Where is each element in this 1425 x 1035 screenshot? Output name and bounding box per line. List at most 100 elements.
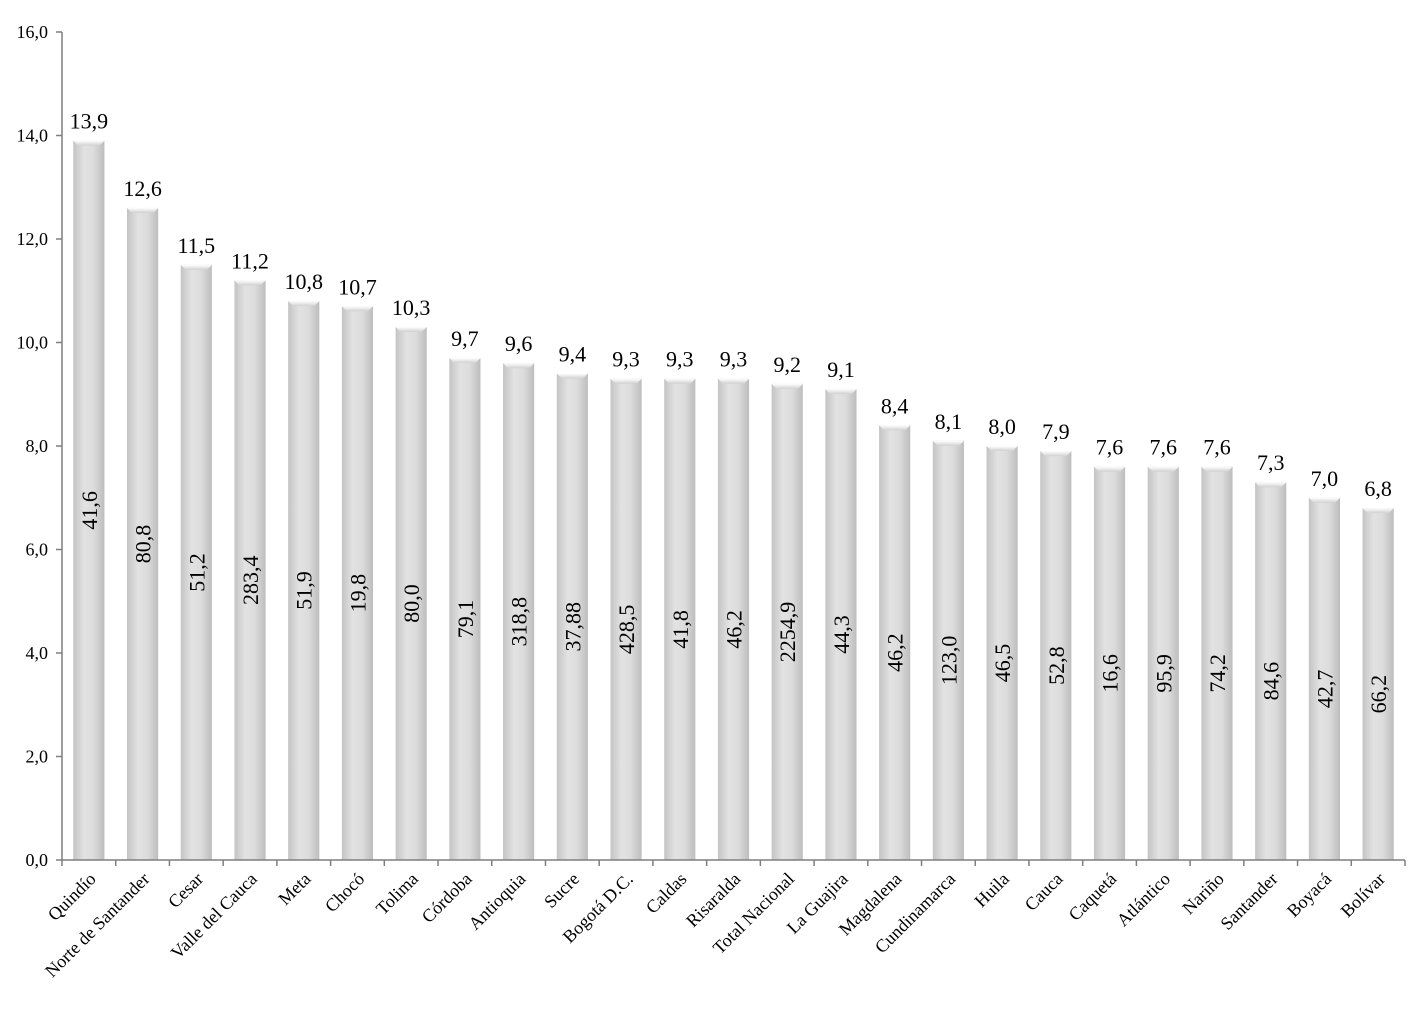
bar-value-label: 10,3 (392, 295, 431, 320)
bar-top (717, 378, 750, 384)
bar-inner-label: 51,2 (184, 553, 209, 592)
bar-top (73, 140, 105, 146)
bar (986, 446, 1018, 860)
bar-top (986, 446, 1018, 451)
bar (1362, 508, 1394, 860)
bar-top (180, 264, 212, 270)
bar-value-label: 11,2 (231, 248, 269, 273)
bar-inner-label: 41,8 (668, 610, 693, 649)
bar-top (449, 358, 481, 364)
x-category-label: Cauca (1021, 869, 1067, 915)
bar (664, 378, 696, 860)
bar-inner-label: 52,8 (1044, 646, 1069, 685)
bar (1093, 466, 1126, 860)
bar-value-label: 8,0 (988, 414, 1016, 439)
x-category-label: Tolima (372, 869, 422, 919)
bar (1147, 466, 1179, 860)
y-tick-label: 4,0 (26, 643, 49, 663)
bar-inner-label: 46,5 (990, 644, 1015, 683)
bar-value-label: 9,3 (720, 347, 748, 372)
y-tick-label: 0,0 (26, 850, 49, 870)
bar-inner-label: 16,6 (1098, 654, 1123, 693)
x-category-label: Cesar (164, 869, 207, 912)
bar-top (1147, 466, 1179, 472)
x-category-label: Bolívar (1337, 869, 1389, 921)
bar-value-label: 12,6 (123, 176, 162, 201)
bar (610, 378, 642, 860)
bar-inner-label: 318,8 (507, 597, 532, 647)
x-category-label: Huila (971, 869, 1013, 911)
bars-group: 13,9 41,6 12,6 80,8 11,5 51,2 11,2 283,4 10,8 51,… (70, 109, 1394, 861)
bar-top (288, 301, 320, 307)
y-tick-label: 12,0 (17, 229, 49, 249)
bar-value-label: 7,6 (1203, 435, 1231, 460)
bar-top (234, 280, 266, 286)
y-tick-label: 14,0 (17, 126, 49, 146)
bar-top (1040, 451, 1072, 457)
bar-top (341, 306, 374, 312)
bar-value-label: 7,6 (1096, 435, 1124, 460)
bar (717, 378, 750, 860)
bar-inner-label: 46,2 (722, 610, 747, 649)
bar-inner-label: 19,8 (345, 574, 370, 613)
bar-value-label: 9,4 (559, 342, 587, 367)
bar-value-label: 9,3 (666, 347, 694, 372)
bar-top (1093, 466, 1126, 472)
bar-top (879, 425, 911, 431)
bar-inner-label: 66,2 (1366, 675, 1391, 714)
bar (556, 373, 588, 860)
bar (341, 306, 374, 860)
x-category-label: Boyacá (1283, 869, 1335, 921)
bar-value-label: 9,1 (827, 357, 855, 382)
bar-top (127, 207, 159, 213)
bar-inner-label: 123,0 (936, 636, 961, 686)
bar (395, 326, 427, 861)
bar-value-label: 6,8 (1364, 476, 1392, 501)
y-tick-label: 6,0 (26, 540, 49, 560)
bar-value-label: 9,2 (773, 352, 801, 377)
bar-inner-label: 2254,9 (775, 602, 800, 663)
x-category-label: Norte de Santander (41, 869, 153, 981)
bar-inner-label: 80,8 (131, 525, 156, 564)
bar-top (825, 389, 857, 395)
y-axis: 0,0 2,0 4,0 6,0 8,0 10,0 12,0 14,0 16,0 (17, 22, 63, 870)
bar-value-label: 7,9 (1042, 419, 1070, 444)
bar-value-label: 9,6 (505, 331, 533, 356)
bar-value-label: 9,3 (612, 347, 640, 372)
bar (449, 358, 481, 860)
bar-inner-label: 84,6 (1259, 662, 1284, 701)
x-category-label: Atlántico (1113, 869, 1175, 931)
bar-value-label: 10,8 (284, 269, 323, 294)
bar (503, 363, 535, 860)
x-category-label: Nariño (1178, 869, 1227, 918)
bar-value-label: 11,5 (177, 233, 215, 258)
bar (1201, 466, 1233, 860)
bar-value-label: 7,6 (1150, 435, 1178, 460)
bar-top (771, 383, 803, 389)
bar-inner-label: 95,9 (1151, 654, 1176, 693)
y-tick-label: 16,0 (17, 22, 49, 42)
bar-inner-label: 80,0 (399, 584, 424, 623)
bar-top (503, 363, 535, 369)
bar (180, 264, 212, 860)
x-category-label: Santander (1216, 869, 1281, 934)
x-category-label: Antioquia (464, 869, 529, 934)
bar-inner-label: 41,6 (77, 491, 102, 530)
x-category-label: Meta (274, 869, 314, 909)
bar-value-label: 8,4 (881, 393, 909, 418)
bar (73, 140, 105, 861)
bar-top (1255, 482, 1287, 488)
bar-value-label: 13,9 (70, 109, 109, 134)
bar (1255, 482, 1287, 860)
bar-top (1362, 508, 1394, 514)
x-category-label: Chocó (321, 869, 368, 916)
bar-inner-label: 283,4 (238, 555, 263, 605)
bar-inner-label: 46,2 (883, 633, 908, 672)
bar-top (395, 326, 427, 332)
y-tick-label: 10,0 (17, 333, 49, 353)
bar (1308, 497, 1340, 860)
bar-top (556, 373, 588, 379)
bar (234, 280, 266, 860)
